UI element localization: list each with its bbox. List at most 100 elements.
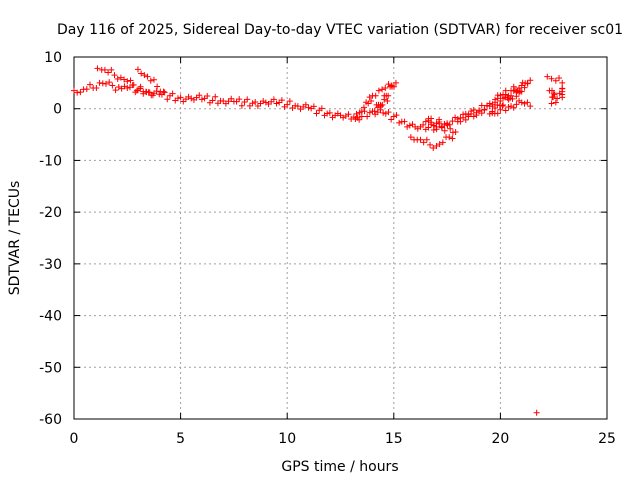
data-point [378, 103, 385, 110]
data-point [324, 110, 331, 117]
data-point [388, 116, 395, 123]
data-point [392, 79, 399, 86]
data-point [153, 88, 160, 95]
data-point [502, 87, 509, 94]
data-point [154, 83, 161, 90]
data-point [512, 87, 519, 94]
data-point [198, 96, 205, 103]
data-point [497, 106, 504, 113]
data-point [533, 409, 540, 416]
data-point [390, 113, 397, 120]
y-tick-label: -60 [39, 412, 62, 428]
data-point [86, 81, 93, 88]
data-point [141, 72, 148, 79]
data-point [452, 114, 459, 121]
gridlines [74, 57, 607, 419]
data-point [270, 96, 277, 103]
data-point [278, 97, 285, 104]
series [352, 79, 399, 123]
data-point [101, 66, 108, 73]
x-tick-label: 10 [278, 431, 296, 447]
data-point [313, 110, 320, 117]
data-point [513, 101, 520, 108]
data-point [501, 94, 508, 101]
data-point [372, 92, 379, 99]
data-point [236, 96, 243, 103]
data-point [423, 136, 430, 143]
data-point [174, 95, 181, 102]
data-point [137, 85, 144, 92]
x-tick-label: 25 [598, 431, 616, 447]
data-point [519, 79, 526, 86]
data-point [105, 69, 112, 76]
data-point [252, 98, 259, 105]
data-point [489, 101, 496, 108]
data-point [99, 80, 106, 87]
data-point [494, 92, 501, 99]
data-point [552, 77, 559, 84]
data-point [502, 107, 509, 114]
data-point [430, 145, 437, 152]
data-point [366, 109, 373, 116]
x-tick-label: 20 [491, 431, 509, 447]
data-point [494, 110, 501, 117]
data-point [220, 97, 227, 104]
data-point [396, 119, 403, 126]
data-point [366, 94, 373, 101]
data-point [546, 87, 553, 94]
data-point [262, 99, 269, 106]
data-point [124, 78, 131, 85]
data-point [404, 123, 411, 130]
data-point [108, 66, 115, 73]
data-point [358, 113, 365, 120]
data-point [374, 104, 381, 111]
data-point [326, 109, 333, 116]
x-tick-label: 0 [70, 431, 79, 447]
data-point [492, 104, 499, 111]
data-point [284, 101, 291, 108]
data-point [111, 72, 118, 79]
data-point [420, 139, 427, 146]
series [407, 115, 459, 152]
series [533, 409, 540, 416]
data-point [146, 89, 153, 96]
data-point [147, 77, 154, 84]
data-point [96, 79, 103, 86]
data-point [446, 134, 453, 141]
data-point [209, 97, 216, 104]
data-point [94, 65, 101, 72]
data-point [470, 107, 477, 114]
data-point [212, 93, 219, 100]
data-point [554, 95, 561, 102]
data-point [510, 104, 517, 111]
data-point [114, 75, 121, 82]
data-point [468, 110, 475, 117]
data-point [436, 116, 443, 123]
data-point [196, 92, 203, 99]
data-point [521, 84, 528, 91]
data-point [117, 74, 124, 81]
data-point [83, 86, 90, 93]
data-point [102, 80, 109, 87]
data-point [74, 89, 81, 96]
data-point [524, 99, 531, 106]
data-point [552, 99, 559, 106]
data-point [417, 136, 424, 143]
data-point [556, 74, 563, 81]
data-point [521, 100, 528, 107]
data-point [379, 86, 386, 93]
data-point [305, 104, 312, 111]
y-tick-label: -20 [39, 205, 62, 221]
data-point [559, 79, 566, 86]
data-point [160, 88, 167, 95]
data-point [433, 142, 440, 149]
data-point [518, 99, 525, 106]
data-point [387, 83, 394, 90]
series [134, 66, 167, 95]
data-point [516, 85, 523, 92]
data-point [549, 94, 556, 101]
data-point [360, 104, 367, 111]
data-point [427, 141, 434, 148]
data-point [138, 70, 145, 77]
